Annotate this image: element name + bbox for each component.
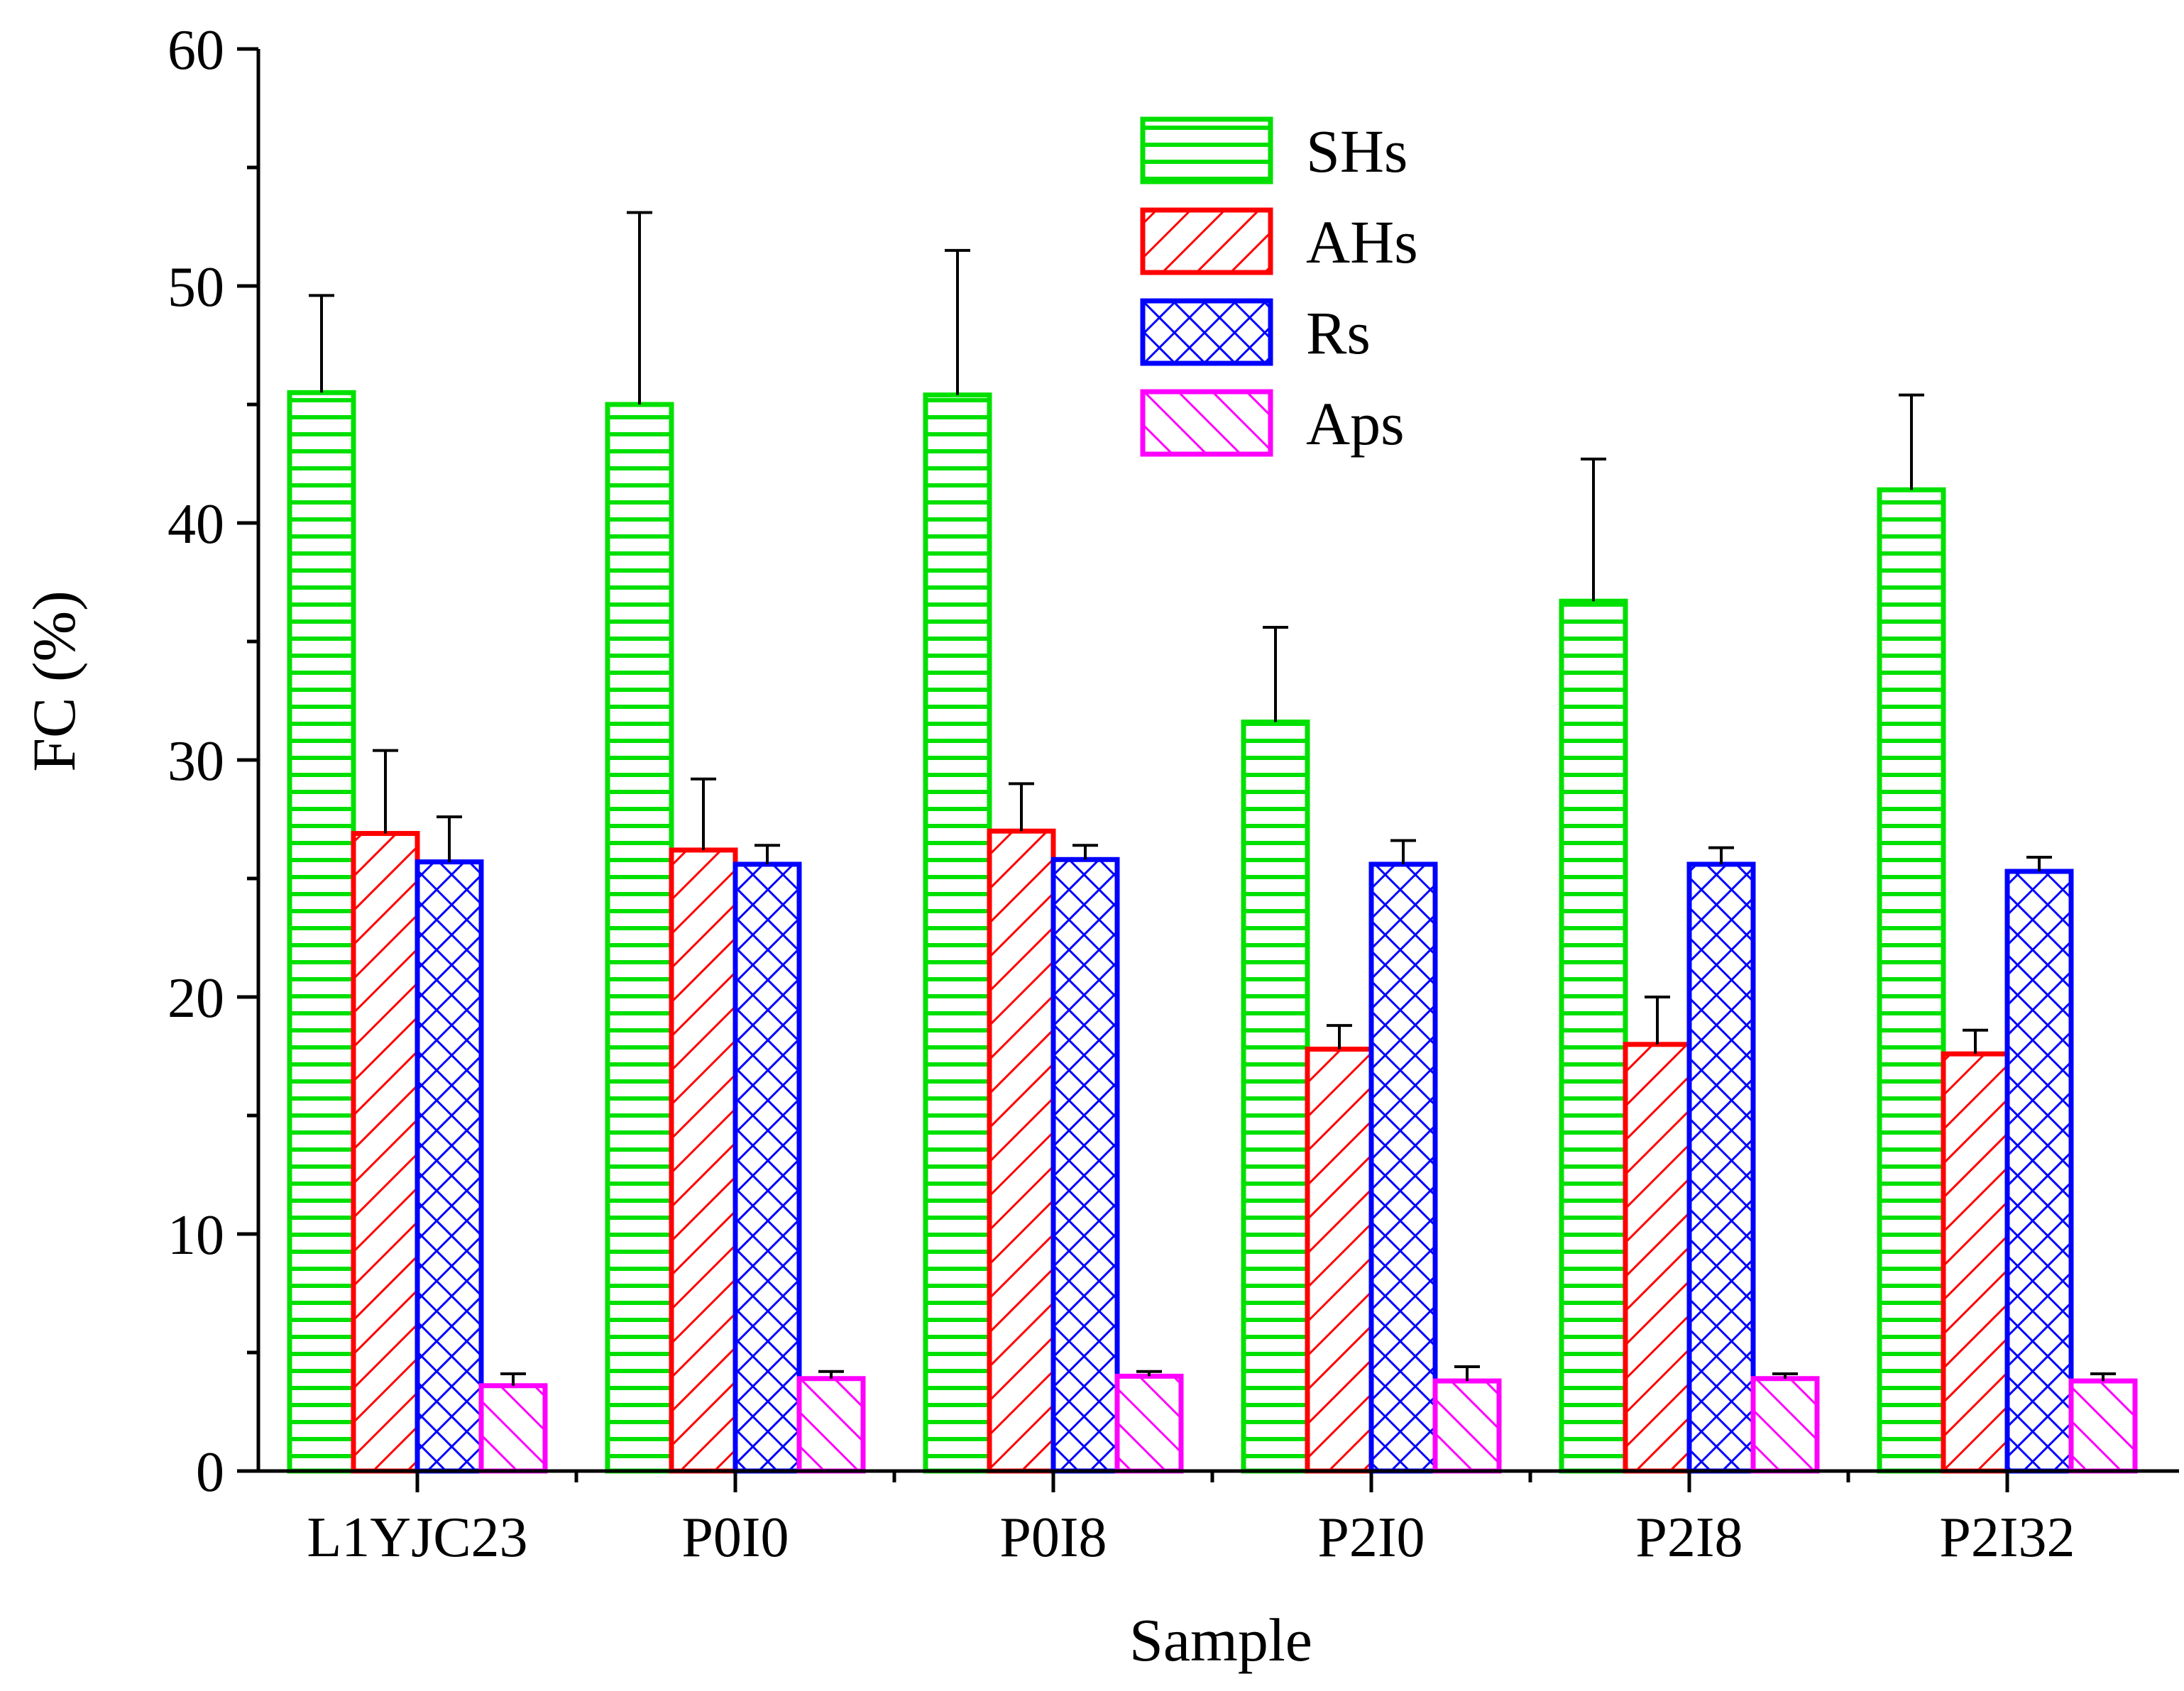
- x-ticks: L1YJC23 P0I0 P0I8 P2I0 P2I8 P2I32: [307, 1471, 2075, 1569]
- bars-layer: [287, 390, 2138, 1474]
- y-tick-label: 40: [168, 493, 224, 556]
- bar-aps-l1yjc23: [478, 1383, 548, 1474]
- legend-label-aps: Aps: [1306, 390, 1405, 458]
- bar-ahs-p0i0: [669, 847, 738, 1474]
- legend-label-shs: SHs: [1306, 117, 1407, 185]
- y-ticks: 0 10 20 30 40 50 60: [168, 19, 258, 1504]
- bar-shs-l1yjc23: [287, 390, 356, 1474]
- x-tick-label: P2I32: [1939, 1507, 2075, 1569]
- bar-rs-p0i0: [732, 861, 802, 1474]
- x-tick-label: P2I0: [1317, 1507, 1425, 1569]
- x-tick-label: P0I8: [999, 1507, 1107, 1569]
- error-bars-layer: [309, 211, 2116, 1386]
- bar-ahs-l1yjc23: [351, 831, 420, 1474]
- bar-aps-p0i0: [796, 1376, 866, 1474]
- bar-ahs-p2i8: [1623, 1042, 1692, 1474]
- bar-rs-l1yjc23: [415, 859, 484, 1474]
- legend-swatch-rs: [1140, 298, 1273, 366]
- bar-shs-p0i0: [605, 402, 674, 1474]
- legend-label-rs: Rs: [1306, 299, 1371, 367]
- bar-ahs-p0i8: [987, 828, 1056, 1474]
- legend-swatch-shs: [1140, 116, 1273, 184]
- bar-rs-p2i0: [1368, 861, 1438, 1474]
- bar-shs-p2i0: [1241, 720, 1310, 1474]
- legend-label-ahs: AHs: [1306, 208, 1418, 276]
- bar-aps-p0i8: [1114, 1373, 1184, 1474]
- bar-shs-p2i32: [1877, 487, 1946, 1474]
- bar-ahs-p2i0: [1305, 1046, 1374, 1474]
- bar-rs-p2i8: [1686, 861, 1756, 1474]
- y-tick-label: 30: [168, 730, 224, 793]
- bar-rs-p2i32: [2004, 869, 2074, 1474]
- legend: SHs AHs Rs Aps: [1140, 116, 1418, 458]
- legend-swatch-aps: [1140, 389, 1273, 457]
- y-axis-label: FC (%): [20, 590, 88, 772]
- y-tick-label: 60: [168, 19, 224, 82]
- y-tick-label: 50: [168, 256, 224, 319]
- x-tick-label: L1YJC23: [307, 1507, 527, 1569]
- x-axis-label: Sample: [1129, 1606, 1312, 1674]
- bar-aps-p2i0: [1432, 1378, 1502, 1474]
- bar-shs-p0i8: [923, 392, 992, 1474]
- x-tick-label: P0I0: [681, 1507, 789, 1569]
- bar-ahs-p2i32: [1941, 1051, 2010, 1474]
- y-tick-label: 10: [168, 1204, 224, 1267]
- bar-shs-p2i8: [1559, 598, 1628, 1474]
- legend-swatch-ahs: [1140, 207, 1273, 275]
- bar-rs-p0i8: [1050, 856, 1120, 1474]
- x-tick-label: P2I8: [1635, 1507, 1743, 1569]
- bar-aps-p2i32: [2068, 1378, 2138, 1474]
- y-tick-label: 0: [196, 1441, 224, 1504]
- bar-aps-p2i8: [1750, 1376, 1820, 1474]
- y-tick-label: 20: [168, 967, 224, 1030]
